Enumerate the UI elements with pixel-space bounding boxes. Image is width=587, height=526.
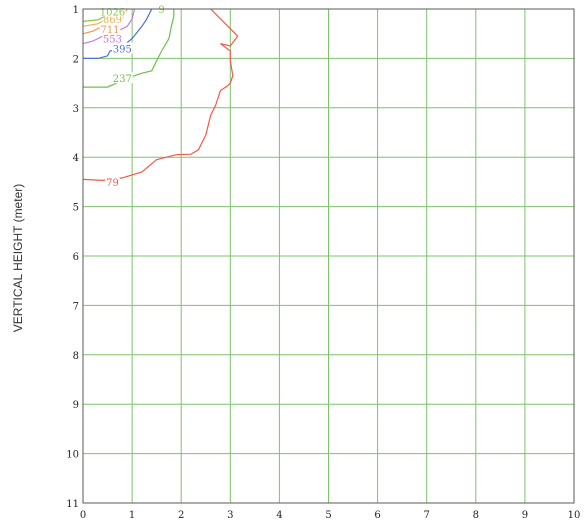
contour-label-bg bbox=[102, 32, 123, 44]
y-tick-label: 10 bbox=[66, 450, 79, 461]
contour-line-79 bbox=[82, 8, 239, 182]
y-tick-label: 7 bbox=[73, 301, 79, 312]
y-tick-labels: 1 2 3 4 5 6 7 8 9 10 11 bbox=[66, 5, 79, 510]
contour-label-bg bbox=[102, 12, 123, 24]
y-axis-label: VERTICAL HEIGHT (meter) bbox=[11, 184, 25, 332]
x-tick-label: 7 bbox=[424, 510, 430, 521]
y-tick-label: 6 bbox=[73, 252, 79, 263]
contour-label-bg bbox=[99, 5, 126, 17]
y-tick-label: 4 bbox=[73, 153, 79, 164]
contour-label-1026: 1026 bbox=[100, 7, 125, 18]
contour-label-bg bbox=[111, 72, 133, 84]
x-tick-label: 9 bbox=[522, 510, 528, 521]
y-tick-label: 11 bbox=[66, 499, 79, 510]
contour-label-869: 869 bbox=[103, 15, 122, 26]
contour-label-9: 9 bbox=[158, 5, 164, 16]
contour-label-711: 711 bbox=[100, 25, 119, 36]
y-tick-label: 5 bbox=[73, 203, 79, 214]
y-tick-label: 1 bbox=[73, 5, 79, 16]
x-tick-label: 0 bbox=[80, 510, 86, 521]
y-tick-label: 8 bbox=[73, 351, 79, 362]
x-tick-label: 2 bbox=[178, 510, 184, 521]
grid-lines bbox=[82, 8, 575, 504]
y-tick-label: 3 bbox=[73, 104, 79, 115]
x-tick-label: 4 bbox=[276, 510, 282, 521]
x-tick-label: 6 bbox=[374, 510, 380, 521]
x-tick-label: 1 bbox=[129, 510, 135, 521]
x-tick-labels: 0 1 2 3 4 5 6 7 8 9 10 bbox=[80, 510, 581, 521]
contour-label-237: 237 bbox=[113, 74, 132, 85]
plot-frame bbox=[82, 8, 575, 504]
x-tick-label: 10 bbox=[568, 510, 581, 521]
x-tick-label: 5 bbox=[325, 510, 331, 521]
contour-label-553: 553 bbox=[103, 35, 122, 46]
plot-border bbox=[82, 8, 575, 504]
y-tick-label: 9 bbox=[73, 400, 79, 411]
contour-label-bg bbox=[99, 22, 121, 34]
contour-label-395: 395 bbox=[113, 45, 132, 56]
contour-label-bg bbox=[111, 42, 133, 54]
contour-label-bg bbox=[105, 175, 120, 187]
x-tick-label: 8 bbox=[473, 510, 479, 521]
contour-label-79: 79 bbox=[106, 178, 119, 189]
x-tick-label: 3 bbox=[227, 510, 233, 521]
y-tick-label: 2 bbox=[73, 54, 79, 65]
